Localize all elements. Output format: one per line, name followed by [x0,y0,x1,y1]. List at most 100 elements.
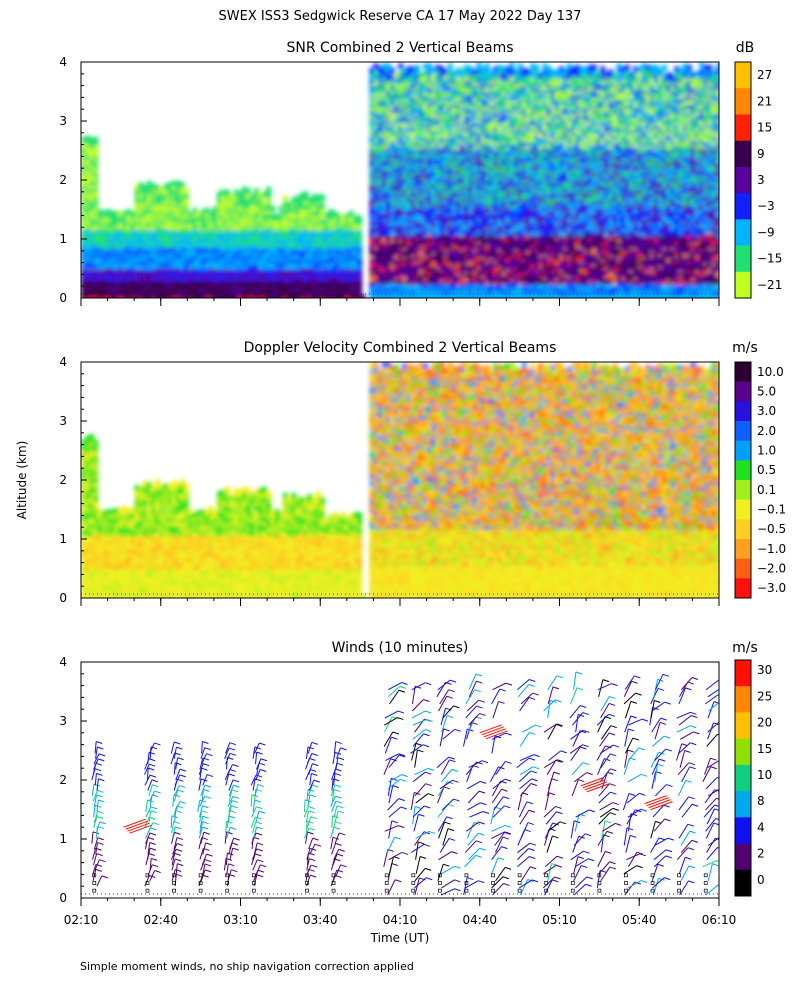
heatmap-cell [221,189,227,196]
heatmap-cell [151,189,157,196]
heatmap-cell [122,210,128,217]
heatmap-cell [245,188,251,195]
heatmap-cell [200,212,206,219]
heatmap-cell [229,198,235,205]
heatmap-cell [204,207,210,214]
heatmap-cell [85,147,91,154]
heatmap-cell [113,219,119,226]
heatmap-cell [258,191,264,198]
heatmap-cell [126,209,132,216]
heatmap-cell [146,180,152,187]
heatmap-cell [282,200,288,207]
heatmap-cell [89,137,95,144]
heatmap-cell [85,135,91,142]
heatmap-cell [237,191,243,198]
heatmap-cell [171,183,177,190]
heatmap-cell [200,216,206,223]
heatmap-cell [130,221,136,228]
heatmap-cell [270,222,276,229]
heatmap-cell [254,191,260,198]
heatmap-cell [192,221,198,228]
heatmap-cell [159,191,165,198]
heatmap-cell [204,212,210,219]
heatmap-cell [109,215,115,222]
heatmap-cell [151,197,157,204]
figure-title: SWEX ISS3 Sedgwick Reserve CA 17 May 202… [219,9,582,24]
heatmap-cell [245,203,251,210]
heatmap-cell [241,186,247,193]
winds-unit-label: m/s [732,640,758,656]
heatmap-cell [179,188,185,195]
heatmap-cell [216,203,222,210]
heatmap-cell [159,197,165,204]
heatmap-cell [101,216,107,223]
heatmap-cell [134,189,140,196]
heatmap-cell [130,213,136,220]
heatmap-cell [212,218,218,225]
heatmap-cell [142,185,148,192]
heatmap-cell [270,213,276,220]
heatmap-cell [93,143,99,150]
heatmap-cell [266,192,272,199]
heatmap-cell [212,212,218,219]
heatmap-cell [130,210,136,217]
heatmap-cell [122,221,128,228]
heatmap-cell [167,194,173,201]
heatmap-cell [270,218,276,225]
heatmap-cell [233,195,239,202]
heatmap-cell [192,207,198,214]
heatmap-cell [225,189,231,196]
snr-unit-label: dB [736,40,755,56]
heatmap-cell [163,183,169,190]
heatmap-cell [118,222,124,229]
heatmap-cell [89,149,95,156]
heatmap-cell [196,210,202,217]
heatmap-cell [254,194,260,201]
snr-panel-title: SNR Combined 2 Vertical Beams [286,40,513,56]
heatmap-cell [109,210,115,217]
heatmap-cell [237,195,243,202]
heatmap-cell [109,218,115,225]
heatmap-cell [175,195,181,202]
heatmap-cell [155,195,161,202]
heatmap-cell [196,215,202,222]
heatmap-cell [262,203,268,210]
heatmap-cell [225,200,231,207]
heatmap-cell [105,216,111,223]
heatmap-cell [303,191,309,198]
heatmap-cell [212,222,218,229]
heatmap-cell [287,206,293,213]
heatmap-cell [241,198,247,205]
heatmap-cell [138,182,144,189]
heatmap-cell [208,210,214,217]
heatmap-cell [221,194,227,201]
heatmap-cell [221,198,227,205]
heatmap-cell [163,189,169,196]
heatmap-cell [93,146,99,153]
heatmap-cell [179,182,185,189]
winds-panel-title: Winds (10 minutes) [332,640,469,656]
heatmap-cell [241,194,247,201]
heatmap-cells-0 [81,62,719,298]
heatmap-cell [105,209,111,216]
heatmap-cell [282,195,288,202]
heatmap-cell [282,206,288,213]
heatmap-cell [134,186,140,193]
heatmap-cell [118,216,124,223]
heatmap-cell [212,206,218,213]
snr-heatmap [81,62,719,298]
heatmap-cell [237,203,243,210]
heatmap-cell [97,209,103,216]
heatmap-cell [171,186,177,193]
heatmap-cell [167,185,173,192]
heatmap-cell [270,206,276,213]
heatmap-cell [171,180,177,187]
heatmap-cell [204,215,210,222]
heatmap-cell [188,222,194,229]
heatmap-cell [188,212,194,219]
heatmap-cell [146,197,152,204]
heatmap-cell [254,188,260,195]
heatmap-cell [278,213,284,220]
heatmap-cell [155,185,161,192]
heatmap-cell [196,218,202,225]
